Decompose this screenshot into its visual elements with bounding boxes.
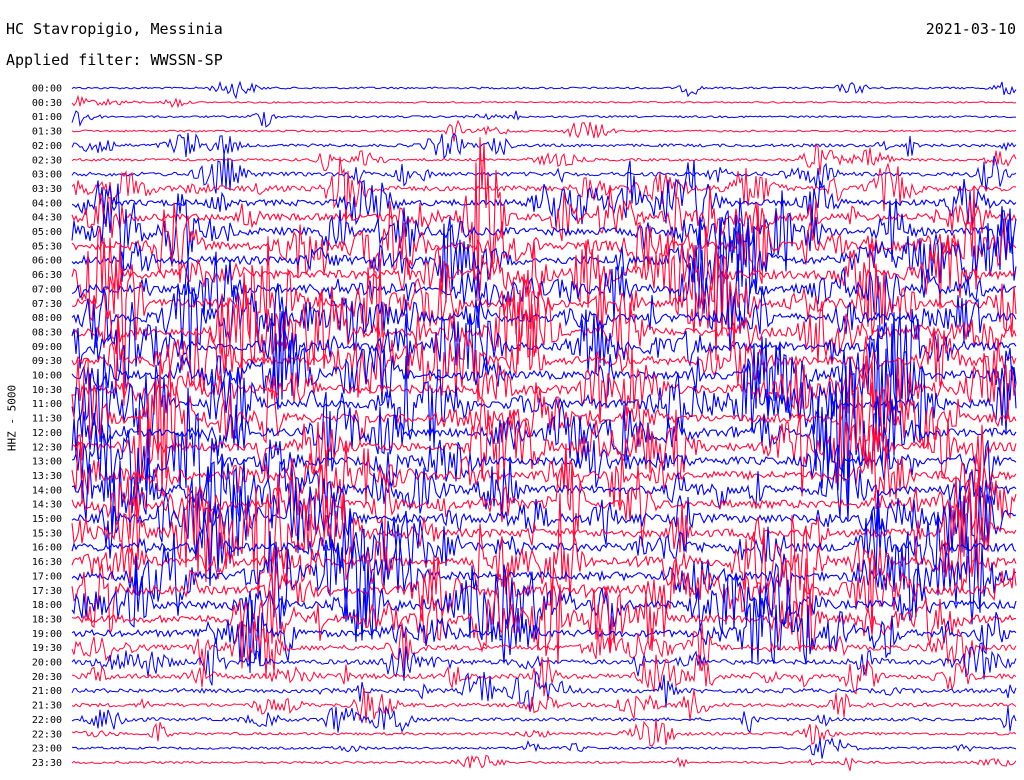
trace-row [71,706,1017,734]
trace-row [71,94,1017,109]
trace-row [71,474,1017,598]
trace-row [71,670,1017,712]
trace-row [71,152,1017,194]
time-tick-label: 11:00 [32,399,62,410]
station-title: HC Stavropigio, Messinia [6,20,223,38]
time-tick-label: 09:00 [32,342,62,353]
trace-group [71,80,1017,771]
trace-row [71,399,1017,497]
time-tick-label: 13:00 [32,457,62,468]
trace-row [71,356,1017,506]
trace-row [71,443,1017,562]
time-tick-label: 20:00 [32,658,62,669]
time-tick-label: 20:30 [32,672,62,683]
time-tick-label: 21:30 [32,701,62,712]
trace-row [71,387,1017,514]
time-tick-label: 10:00 [32,371,62,382]
time-tick-label: 06:30 [32,270,62,281]
time-tick-label: 07:30 [32,299,62,310]
time-tick-label: 08:30 [32,327,62,338]
time-tick-label: 23:00 [32,744,62,755]
trace-row [71,638,1017,686]
trace-row [71,558,1017,665]
time-tick-label: 04:30 [32,213,62,224]
time-tick-label: 03:00 [32,170,62,181]
time-tick-label: 11:30 [32,414,62,425]
trace-row [71,143,1017,175]
time-tick-label: 00:00 [32,84,62,95]
trace-row [71,653,1017,697]
time-tick-label: 12:00 [32,428,62,439]
time-tick-label: 15:30 [32,528,62,539]
trace-row [71,137,1017,302]
time-tick-label: 17:30 [32,586,62,597]
trace-row [71,348,1017,426]
time-tick-labels: 00:00 00:30 01:00 01:30 02:00 02:30 03:00 03:30… [32,84,62,769]
time-tick-label: 06:00 [32,256,62,267]
time-tick-label: 18:00 [32,600,62,611]
trace-row [71,80,1017,100]
trace-row [71,183,1017,282]
time-tick-label: 00:30 [32,98,62,109]
time-tick-label: 16:30 [32,557,62,568]
time-tick-label: 01:30 [32,127,62,138]
trace-row [71,132,1017,160]
trace-row [71,479,1017,564]
time-tick-label: 14:00 [32,485,62,496]
time-tick-label: 05:00 [32,227,62,238]
time-tick-label: 14:30 [32,500,62,511]
time-tick-label: 08:00 [32,313,62,324]
time-tick-label: 18:30 [32,614,62,625]
trace-row [71,506,1017,586]
trace-row [71,719,1017,747]
time-tick-label: 19:00 [32,629,62,640]
trace-row [71,688,1017,723]
trace-row [71,559,1017,643]
trace-row [71,528,1017,630]
time-tick-label: 07:00 [32,284,62,295]
trace-row [71,585,1017,674]
trace-row [71,236,1017,406]
time-tick-label: 04:00 [32,198,62,209]
trace-row [71,272,1017,380]
trace-row [71,186,1017,290]
time-tick-label: 09:30 [32,356,62,367]
time-tick-label: 17:00 [32,571,62,582]
trace-row [71,358,1017,497]
trace-row [71,515,1017,634]
time-tick-label: 22:30 [32,729,62,740]
time-tick-label: 03:30 [32,184,62,195]
time-tick-label: 02:30 [32,155,62,166]
time-tick-label: 05:30 [32,241,62,252]
filter-label: Applied filter: WWSSN-SP [6,51,223,69]
time-tick-label: 22:00 [32,715,62,726]
trace-row [71,621,1017,679]
trace-row [71,736,1017,759]
time-tick-label: 01:00 [32,112,62,123]
time-tick-label: 13:30 [32,471,62,482]
time-tick-label: 12:30 [32,442,62,453]
date-label: 2021-03-10 [925,20,1016,38]
time-tick-label: 15:00 [32,514,62,525]
trace-row [71,217,1017,336]
trace-row [71,119,1017,142]
time-tick-label: 10:30 [32,385,62,396]
time-tick-label: 21:00 [32,686,62,697]
trace-row [71,449,1017,538]
time-tick-label: 16:00 [32,543,62,554]
trace-row [71,160,1017,228]
trace-row [71,754,1017,771]
time-tick-label: 23:30 [32,758,62,769]
trace-row [71,312,1017,439]
time-tick-label: 19:30 [32,643,62,654]
trace-row [71,110,1016,128]
time-tick-label: 02:00 [32,141,62,152]
